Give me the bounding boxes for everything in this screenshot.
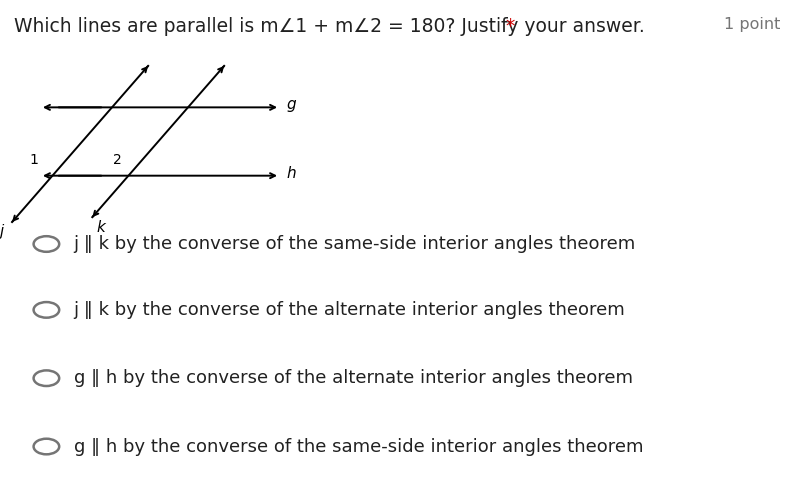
- Text: g ‖ h by the converse of the alternate interior angles theorem: g ‖ h by the converse of the alternate i…: [74, 369, 633, 387]
- Text: k: k: [96, 220, 105, 235]
- Text: g: g: [286, 98, 296, 112]
- Text: 1 point: 1 point: [724, 17, 780, 32]
- Text: j ‖ k by the converse of the alternate interior angles theorem: j ‖ k by the converse of the alternate i…: [74, 301, 626, 319]
- Text: 2: 2: [114, 153, 122, 167]
- Text: 1: 1: [29, 153, 38, 167]
- Text: g ‖ h by the converse of the same-side interior angles theorem: g ‖ h by the converse of the same-side i…: [74, 438, 643, 455]
- Text: *: *: [500, 17, 515, 36]
- Text: h: h: [286, 166, 296, 181]
- Text: Which lines are parallel is m∠1 + m∠2 = 180? Justify your answer.: Which lines are parallel is m∠1 + m∠2 = …: [14, 17, 645, 36]
- Text: j: j: [0, 224, 4, 240]
- Text: j ‖ k by the converse of the same-side interior angles theorem: j ‖ k by the converse of the same-side i…: [74, 235, 636, 253]
